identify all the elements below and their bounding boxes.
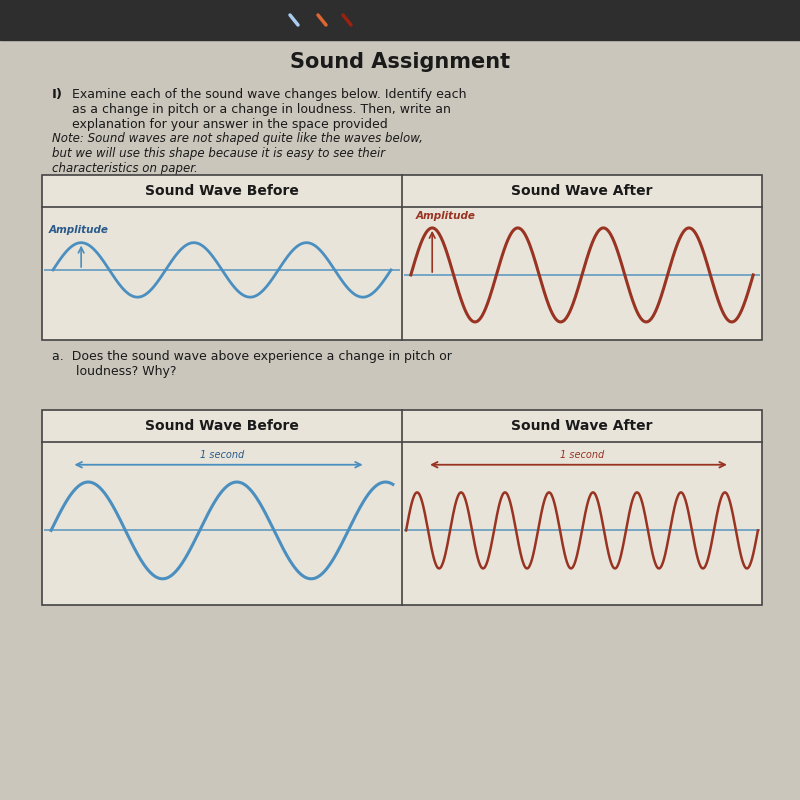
Text: Sound Wave After: Sound Wave After xyxy=(511,419,653,433)
Text: Sound Wave Before: Sound Wave Before xyxy=(145,419,299,433)
Text: a.  Does the sound wave above experience a change in pitch or
      loudness? Wh: a. Does the sound wave above experience … xyxy=(52,350,452,378)
Bar xyxy=(42,410,762,605)
Text: Amplitude: Amplitude xyxy=(416,211,476,222)
Text: Sound Wave Before: Sound Wave Before xyxy=(145,184,299,198)
Text: 1 second: 1 second xyxy=(200,450,244,460)
Text: 1 second: 1 second xyxy=(560,450,604,460)
Text: I): I) xyxy=(52,88,63,101)
Bar xyxy=(0,0,800,40)
Text: Sound Wave After: Sound Wave After xyxy=(511,184,653,198)
Text: Sound Assignment: Sound Assignment xyxy=(290,52,510,72)
Text: Amplitude: Amplitude xyxy=(49,225,109,234)
Text: Note: Sound waves are not shaped quite like the waves below,
but we will use thi: Note: Sound waves are not shaped quite l… xyxy=(52,132,423,175)
Bar xyxy=(42,175,762,340)
Text: Examine each of the sound wave changes below. Identify each
as a change in pitch: Examine each of the sound wave changes b… xyxy=(72,88,466,131)
